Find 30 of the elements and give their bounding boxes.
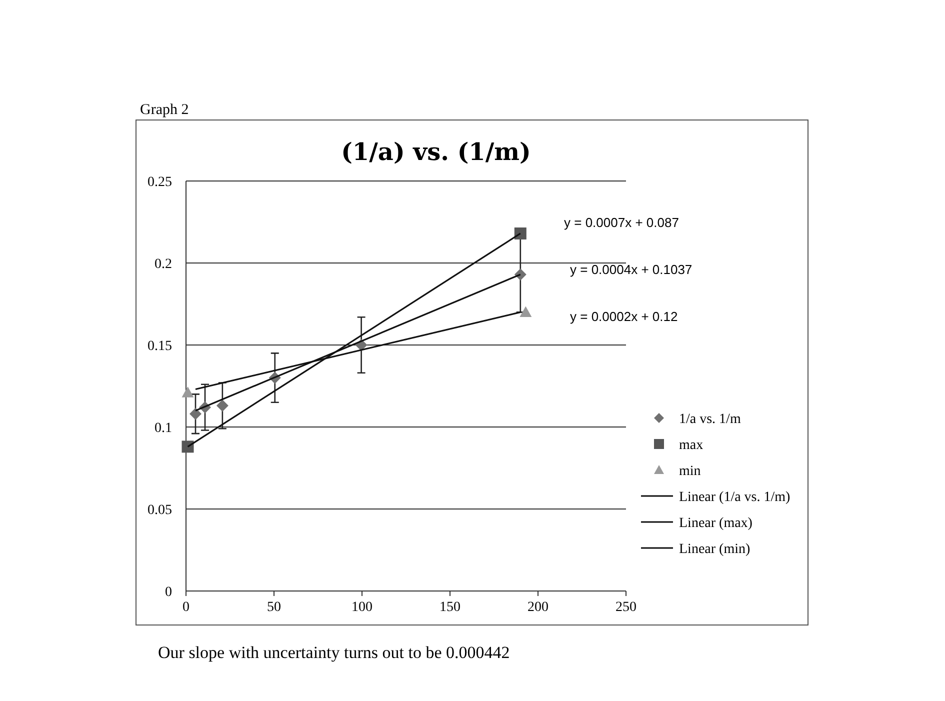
y-tick-label: 0.05 [148,502,172,518]
x-tick-label: 150 [440,600,460,615]
legend-label: Linear (1/a vs. 1/m) [679,490,791,505]
y-tick-label: 0.1 [154,420,172,436]
y-tick-label: 0.25 [148,174,172,190]
legend-label: Linear (min) [679,542,750,557]
point [182,386,194,398]
chart-title: (1/a) vs. (1/m) [341,137,531,166]
x-tick-label: 50 [267,600,281,615]
annotation: y = 0.0002x + 0.12 [570,308,678,324]
x-tick-label: 0 [182,600,190,615]
x-tick-label: 200 [528,600,548,615]
y-tick-label: 0.2 [154,256,172,272]
point [182,440,194,453]
legend-label: min [679,464,701,479]
point [520,306,532,317]
x-tick-label: 100 [352,600,372,615]
legend-label: Linear (max) [679,516,753,531]
y-tick-label: 0.15 [148,338,172,354]
annotation: y = 0.0007x + 0.087 [564,214,679,230]
legend-label: 1/a vs. 1/m [679,412,741,427]
point [216,400,228,412]
caption: Graph 2 [140,102,189,118]
point [514,227,526,240]
point [190,408,202,420]
legend-label: max [679,438,704,453]
annotation: y = 0.0004x + 0.1037 [570,262,692,277]
text: Our slope with uncertainty turns out to be 0.000442 [158,643,510,662]
y-tick-label: 0 [165,584,172,600]
x-tick-label: 250 [616,600,636,615]
